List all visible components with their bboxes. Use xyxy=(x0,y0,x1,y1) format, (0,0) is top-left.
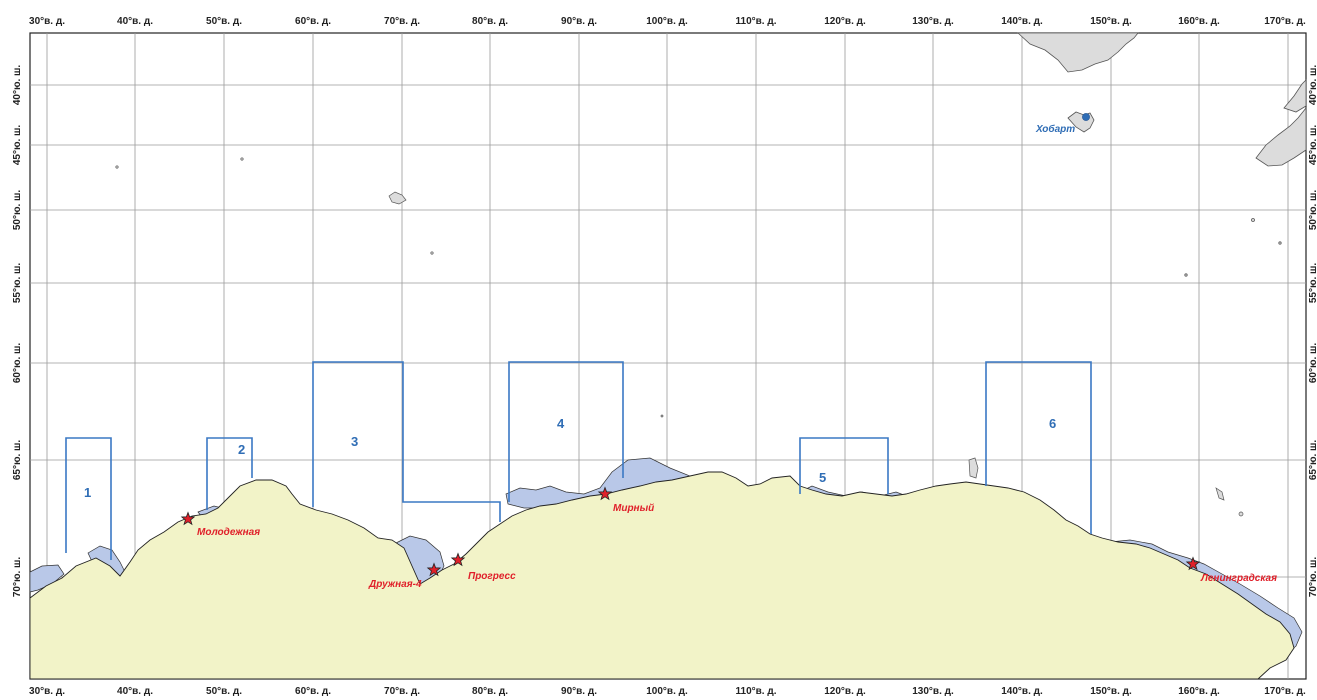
zone-1-label: 1 xyxy=(84,485,91,500)
lon-label-bottom: 120°в. д. xyxy=(824,686,866,697)
latitude-labels-left: 40°ю. ш. 45°ю. ш. 50°ю. ш. 55°ю. ш. 60°ю… xyxy=(12,65,23,598)
lon-label-top: 110°в. д. xyxy=(736,16,777,27)
lat-label-left: 70°ю. ш. xyxy=(12,557,23,598)
lon-label-top: 90°в. д. xyxy=(561,16,597,27)
zone-4-label: 4 xyxy=(557,416,565,431)
lat-label-right: 45°ю. ш. xyxy=(1308,125,1317,166)
zone-4-outline xyxy=(508,361,624,502)
lat-label-right: 70°ю. ш. xyxy=(1308,557,1317,598)
lat-label-right: 55°ю. ш. xyxy=(1308,263,1317,304)
lon-label-top: 150°в. д. xyxy=(1090,16,1132,27)
zone-3-label: 3 xyxy=(351,434,358,449)
lat-label-right: 65°ю. ш. xyxy=(1308,440,1317,481)
station-label-leningradskaya: Ленинградская xyxy=(1200,573,1277,584)
lon-label-top: 50°в. д. xyxy=(206,16,242,27)
lat-label-right: 60°ю. ш. xyxy=(1308,343,1317,384)
station-mirny-icon[interactable] xyxy=(597,486,613,501)
lat-label-left: 45°ю. ш. xyxy=(12,125,23,166)
lon-label-top: 130°в. д. xyxy=(912,16,954,27)
sub-antarctic-islands xyxy=(115,157,1244,517)
station-markers xyxy=(180,486,1201,577)
longitude-labels-top: 30°в. д. 40°в. д. 50°в. д. 60°в. д. 70°в… xyxy=(29,16,1306,27)
lon-label-top: 60°в. д. xyxy=(295,16,331,27)
zone-3-outline xyxy=(312,361,501,522)
lon-label-top: 100°в. д. xyxy=(646,16,688,27)
zone-6-outline xyxy=(985,361,1092,534)
zone-1-outline xyxy=(65,437,112,560)
lat-label-right: 40°ю. ш. xyxy=(1308,65,1317,106)
lat-label-left: 55°ю. ш. xyxy=(12,263,23,304)
zone-2-outline xyxy=(206,437,253,510)
lon-label-bottom: 160°в. д. xyxy=(1178,686,1220,697)
city-hobart-icon[interactable] xyxy=(1082,113,1090,121)
lon-label-top: 140°в. д. xyxy=(1001,16,1043,27)
lon-label-bottom: 60°в. д. xyxy=(295,686,331,697)
lat-label-right: 50°ю. ш. xyxy=(1308,190,1317,231)
lon-label-bottom: 80°в. д. xyxy=(472,686,508,697)
station-molodezhnaya-icon[interactable] xyxy=(180,511,196,526)
lon-label-bottom: 90°в. д. xyxy=(561,686,597,697)
survey-zones xyxy=(65,361,1092,560)
lon-label-top: 40°в. д. xyxy=(117,16,153,27)
lon-label-bottom: 50°в. д. xyxy=(206,686,242,697)
lon-label-bottom: 110°в. д. xyxy=(736,686,777,697)
lat-label-left: 50°ю. ш. xyxy=(12,190,23,231)
zone-5-outline xyxy=(799,437,889,494)
lon-label-bottom: 40°в. д. xyxy=(117,686,153,697)
lon-label-bottom: 130°в. д. xyxy=(912,686,954,697)
lon-label-bottom: 140°в. д. xyxy=(1001,686,1043,697)
lon-label-top: 30°в. д. xyxy=(29,16,65,27)
zone-5-label: 5 xyxy=(819,470,826,485)
lon-label-bottom: 170°в. д. xyxy=(1264,686,1306,697)
station-label-molodezhnaya: Молодежная xyxy=(197,527,260,538)
latitude-labels-right: 40°ю. ш. 45°ю. ш. 50°ю. ш. 55°ю. ш. 60°ю… xyxy=(1308,65,1317,598)
lon-label-top: 80°в. д. xyxy=(472,16,508,27)
city-label-hobart: Хобарт xyxy=(1035,123,1075,135)
lat-label-left: 40°ю. ш. xyxy=(12,65,23,106)
lat-label-left: 60°ю. ш. xyxy=(12,343,23,384)
station-label-druzhnaya: Дружная-4 xyxy=(368,579,422,590)
longitude-labels-bottom: 30°в. д. 40°в. д. 50°в. д. 60°в. д. 70°в… xyxy=(29,686,1306,697)
zone-2-label: 2 xyxy=(238,442,245,457)
lon-label-top: 160°в. д. xyxy=(1178,16,1220,27)
lon-label-bottom: 100°в. д. xyxy=(646,686,688,697)
lon-label-top: 120°в. д. xyxy=(824,16,866,27)
station-label-mirny: Мирный xyxy=(613,503,654,514)
lat-label-left: 65°ю. ш. xyxy=(12,440,23,481)
zone-6-label: 6 xyxy=(1049,416,1056,431)
station-leningradskaya-icon[interactable] xyxy=(1185,556,1201,571)
station-label-progress: Прогресс xyxy=(468,571,516,582)
lon-label-top: 170°в. д. xyxy=(1264,16,1306,27)
lon-label-bottom: 150°в. д. xyxy=(1090,686,1132,697)
lon-label-bottom: 30°в. д. xyxy=(29,686,65,697)
station-druzhnaya-icon[interactable] xyxy=(426,562,442,577)
lon-label-bottom: 70°в. д. xyxy=(384,686,420,697)
australia-landmass xyxy=(1016,32,1307,277)
antarctica-landmass xyxy=(29,471,1295,680)
station-progress-icon[interactable] xyxy=(450,552,466,567)
lon-label-top: 70°в. д. xyxy=(384,16,420,27)
